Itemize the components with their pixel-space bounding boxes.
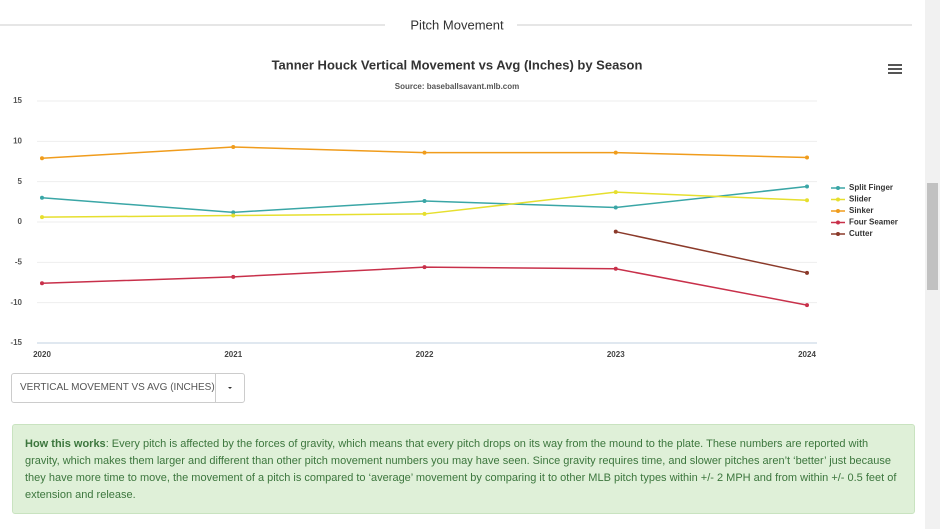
point — [40, 156, 44, 161]
legend-symbol — [836, 197, 840, 202]
legend-label: Sinker — [849, 206, 873, 215]
point — [805, 184, 809, 189]
x-tick-label: 2023 — [607, 350, 625, 359]
legend-symbol — [836, 186, 840, 190]
y-tick-label: 5 — [18, 177, 23, 186]
point — [805, 303, 809, 308]
point — [422, 211, 427, 216]
point — [613, 150, 618, 155]
x-tick-label: 2021 — [224, 350, 242, 359]
point — [613, 205, 618, 210]
legend-label: Split Finger — [849, 183, 893, 192]
y-tick-label: -10 — [10, 298, 22, 307]
x-tick-label: 2022 — [416, 350, 434, 359]
y-tick-label: -15 — [10, 338, 22, 347]
point — [231, 144, 236, 149]
y-tick-label: -5 — [15, 257, 23, 266]
point — [40, 281, 44, 286]
info-box: How this works: Every pitch is affected … — [12, 424, 915, 514]
dropdown-label: VERTICAL MOVEMENT VS AVG (INCHES) — [20, 382, 215, 393]
point — [40, 195, 44, 200]
chart: Pitch Movement Tanner Houck Vertical Mov… — [0, 17, 912, 359]
point — [805, 198, 809, 203]
section-title: Pitch Movement — [410, 17, 504, 32]
scroll-thumb[interactable] — [927, 183, 938, 290]
legend-symbol — [836, 220, 840, 225]
point — [422, 199, 427, 204]
series-line — [615, 230, 808, 274]
legend-symbol — [836, 232, 840, 236]
series-line — [41, 266, 808, 306]
dropdown-button[interactable] — [215, 374, 244, 402]
point — [613, 229, 618, 234]
legend-symbol — [836, 209, 840, 213]
x-tick-label: 2020 — [33, 350, 51, 359]
point — [613, 190, 618, 195]
y-tick-label: 10 — [13, 136, 22, 145]
point — [422, 265, 427, 270]
legend-label: Cutter — [849, 229, 873, 238]
point — [231, 210, 236, 215]
point — [231, 213, 236, 218]
point — [805, 270, 809, 275]
info-text: : Every pitch is affected by the forces … — [25, 438, 897, 501]
menu-icon[interactable] — [888, 64, 902, 74]
point — [805, 155, 809, 160]
point — [613, 266, 618, 271]
y-tick-label: 15 — [13, 96, 22, 105]
point — [231, 274, 236, 279]
chart-subtitle: Source: baseballsavant.mlb.com — [395, 82, 520, 91]
legend-label: Slider — [849, 195, 871, 204]
info-label: How this works — [25, 438, 106, 450]
x-tick-label: 2024 — [798, 350, 816, 359]
legend-label: Four Seamer — [849, 218, 898, 227]
chart-title: Tanner Houck Vertical Movement vs Avg (I… — [272, 57, 643, 72]
caret — [228, 387, 232, 389]
point — [422, 150, 427, 155]
dropdown[interactable]: VERTICAL MOVEMENT VS AVG (INCHES) — [11, 373, 245, 403]
y-tick-label: 0 — [18, 217, 23, 226]
point — [40, 215, 44, 220]
scrollbar[interactable] — [925, 0, 940, 529]
